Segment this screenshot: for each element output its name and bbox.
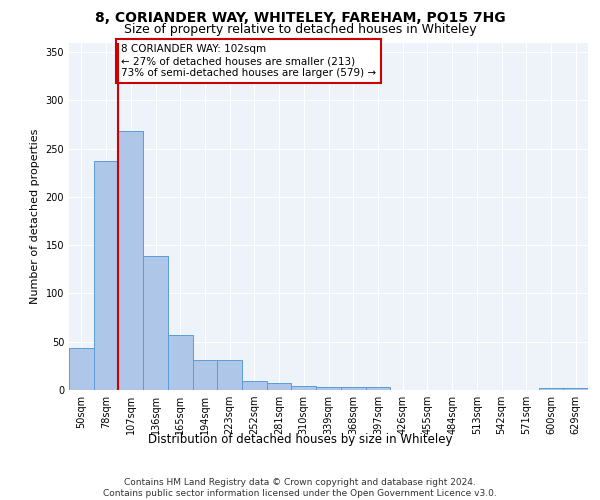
Bar xyxy=(365,387,390,390)
Bar xyxy=(217,360,242,390)
Bar xyxy=(118,132,143,390)
Bar xyxy=(193,360,217,390)
Bar xyxy=(143,256,168,390)
Text: 8 CORIANDER WAY: 102sqm
← 27% of detached houses are smaller (213)
73% of semi-d: 8 CORIANDER WAY: 102sqm ← 27% of detache… xyxy=(121,44,376,78)
Bar xyxy=(94,161,118,390)
Text: 8, CORIANDER WAY, WHITELEY, FAREHAM, PO15 7HG: 8, CORIANDER WAY, WHITELEY, FAREHAM, PO1… xyxy=(95,12,505,26)
Bar xyxy=(168,335,193,390)
Bar xyxy=(341,387,365,390)
Bar xyxy=(316,387,341,390)
Bar xyxy=(292,386,316,390)
Text: Distribution of detached houses by size in Whiteley: Distribution of detached houses by size … xyxy=(148,432,452,446)
Bar xyxy=(539,388,563,390)
Bar xyxy=(242,382,267,390)
Bar xyxy=(267,383,292,390)
Bar xyxy=(563,388,588,390)
Y-axis label: Number of detached properties: Number of detached properties xyxy=(30,128,40,304)
Text: Contains HM Land Registry data © Crown copyright and database right 2024.
Contai: Contains HM Land Registry data © Crown c… xyxy=(103,478,497,498)
Bar xyxy=(69,348,94,390)
Text: Size of property relative to detached houses in Whiteley: Size of property relative to detached ho… xyxy=(124,22,476,36)
